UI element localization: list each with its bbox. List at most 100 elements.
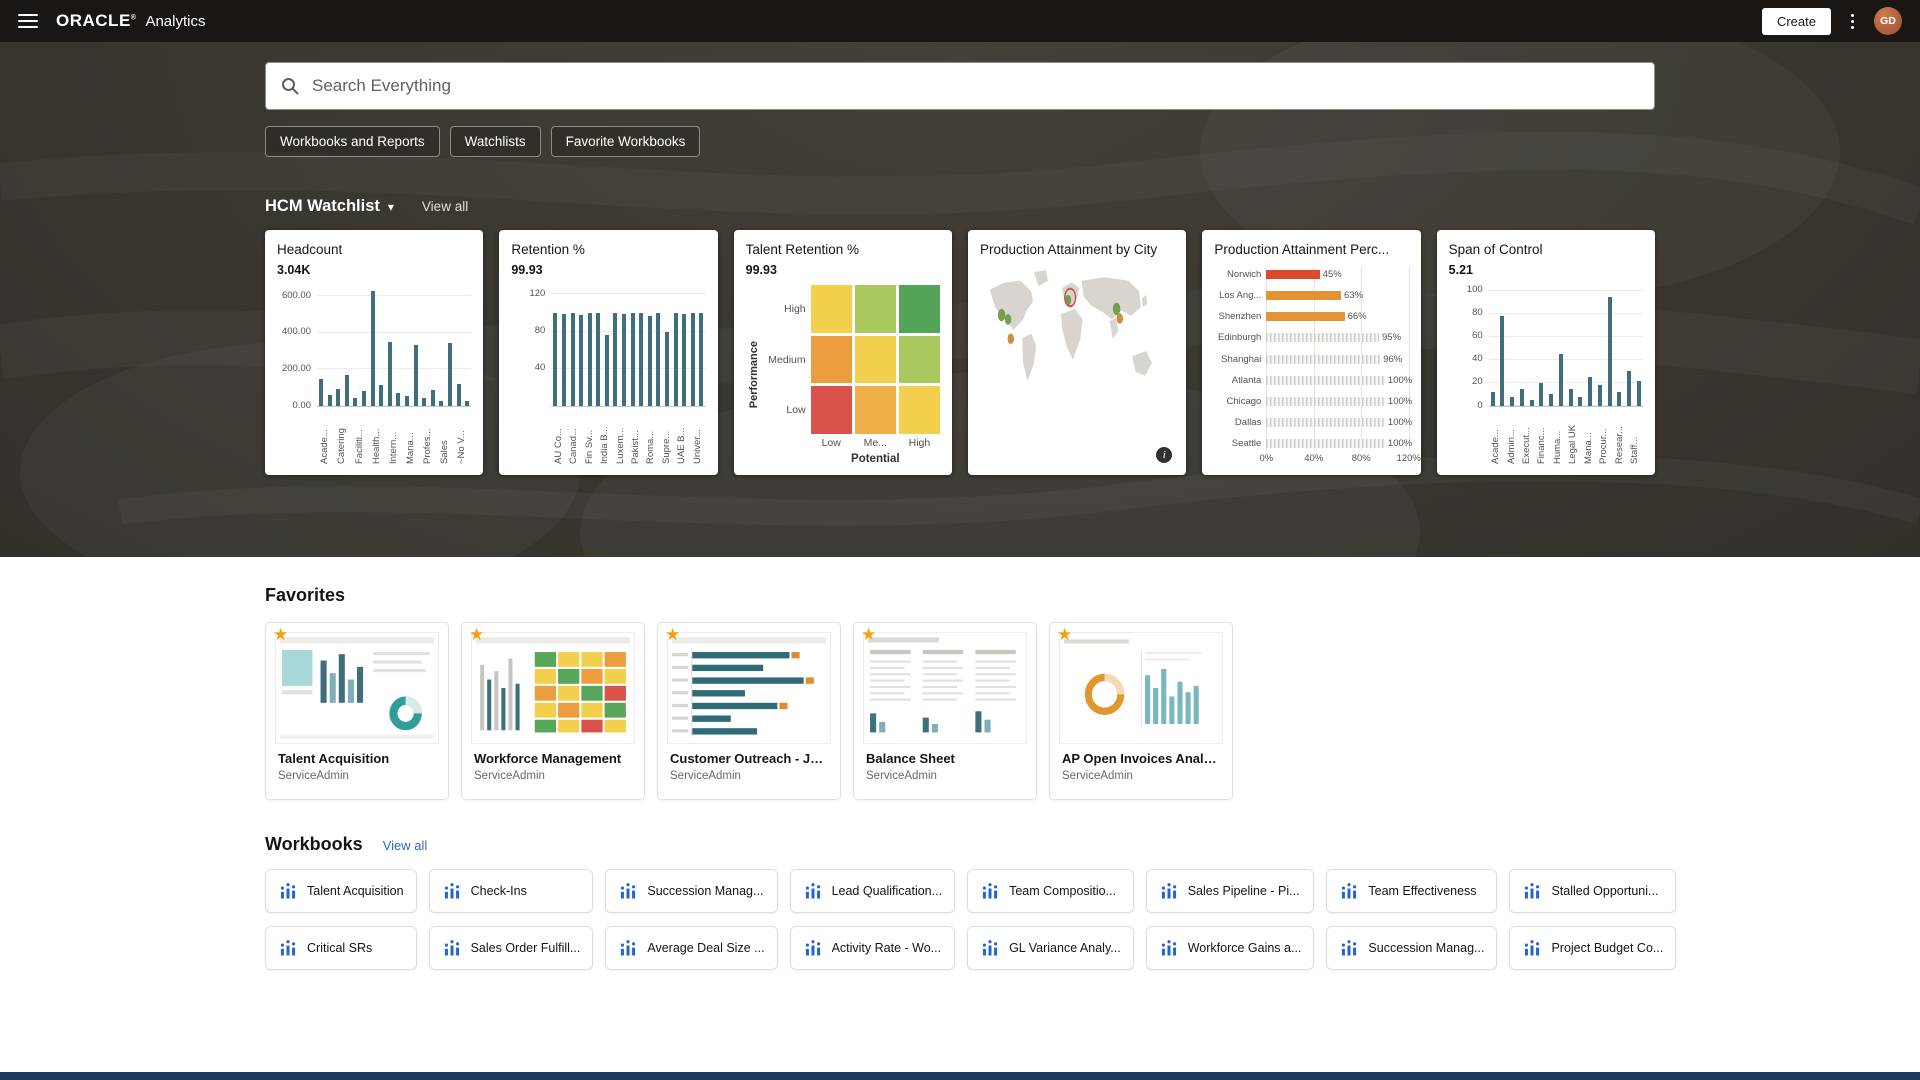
workbook-thumbnail [667,632,831,744]
bar [587,312,592,406]
workbook-tile[interactable]: Lead Qualification... [789,869,956,913]
x-tick-label: Staff... [1630,436,1641,464]
x-tick-label: Acade... [320,429,331,464]
watchlist-card-retention[interactable]: Retention % 99.93 120 80 40 AU Co... Canad..… [499,230,718,475]
workbook-tile[interactable]: Stalled Opportuni... [1509,869,1677,913]
workbook-chart-icon [1522,938,1542,958]
watchlist-card-production-attainment-city[interactable]: Production Attainment by City i [967,230,1187,475]
watchlist-card-production-attainment-perc[interactable]: Production Attainment Perc... Norwich 45%… [1202,230,1421,475]
x-tick-label: 120% [1396,453,1421,464]
bar [1617,392,1622,406]
heatmap: Performance High Medium Low Low Me... High Pote… [746,285,940,465]
favorite-owner: ServiceAdmin [670,770,741,782]
gridline [1408,267,1410,451]
kebab-menu-icon[interactable] [1846,12,1859,31]
gridline [551,367,706,369]
card-kpi: 99.93 [511,263,543,277]
hbar-row: Los Ang... 63% [1214,288,1408,303]
workbook-tile[interactable]: GL Variance Analy... [967,926,1134,970]
search-input[interactable] [265,62,1655,110]
gridline [551,330,706,332]
favorite-card-balance-sheet[interactable]: ★ [853,622,1037,800]
watchlist-card-span-of-control[interactable]: Span of Control 5.21 100 80 60 40 20 0 Acade..… [1436,230,1655,475]
bar [1539,382,1544,406]
bar [1266,312,1345,322]
search-icon [282,78,299,95]
chevron-down-icon[interactable]: ▾ [387,199,394,214]
workbook-tile[interactable]: Critical SRs [265,926,417,970]
bar [596,312,601,406]
menu-icon[interactable] [18,14,38,28]
x-tick-label: Mana... [1583,432,1594,464]
favorite-star-icon[interactable]: ★ [469,625,485,644]
workbook-tile[interactable]: Sales Pipeline - Pi... [1145,869,1315,913]
watchlist-card-talent-retention[interactable]: Talent Retention % 99.93 Performance High… [733,230,952,475]
bar [690,312,695,406]
card-chart: i [980,265,1174,465]
create-button[interactable]: Create [1761,7,1831,35]
workbook-tile[interactable]: Talent Acquisition [265,869,417,913]
favorite-card-talent-acquisition[interactable]: ★ Talent Acquisition [265,622,449,800]
bars [553,285,704,406]
workbook-tile[interactable]: Workforce Gains a... [1145,926,1315,970]
hbar-category-label: Atlanta [1231,374,1262,386]
chip-favorite-workbooks[interactable]: Favorite Workbooks [550,126,701,157]
gridline [317,295,472,296]
hbar-value-label: 45% [1322,269,1342,280]
bar [1266,417,1385,427]
favorite-star-icon[interactable]: ★ [1057,625,1073,644]
workbook-tile[interactable]: Succession Manag... [1326,926,1498,970]
hbar-row: Atlanta 100% [1214,373,1412,388]
favorite-star-icon[interactable]: ★ [273,625,289,644]
workbook-tile-label: Succession Manag... [647,884,764,898]
favorite-card-workforce-management[interactable]: ★ Workforce Management [461,622,645,800]
favorite-owner: ServiceAdmin [474,770,545,782]
card-chart: 600.00 400.00 200.00 0.00 Acade... Catering Fa… [277,285,472,465]
favorite-card-customer-outreach[interactable]: ★ Customer Outreach - Ja [657,622,841,800]
workbooks-view-all-link[interactable]: View all [382,838,428,853]
x-axis-labels: 0% 40% 80% 120% [1259,451,1420,465]
bar [1636,380,1641,406]
horizontal-bar-chart: Norwich 45% Los Ang... 63% Shenzhen 66% Edinbu… [1214,265,1421,465]
x-tick-label: AU Co... [553,428,564,464]
workbook-tile-label: GL Variance Analy... [1009,941,1121,955]
world-map: i [980,265,1174,465]
bar [361,391,366,406]
favorite-card-ap-open-invoices[interactable]: ★ AP Open Invoices Analy [1049,622,1233,800]
bar [561,313,566,406]
avatar[interactable]: GD [1874,7,1902,35]
watchlist-title[interactable]: HCM Watchlist [265,197,380,215]
bar [370,290,375,406]
favorite-star-icon[interactable]: ★ [665,625,681,644]
workbook-tile[interactable]: Check-Ins [428,869,594,913]
x-axis-labels: Acade... Catering Faciliti... Health... Inte… [317,407,471,465]
workbook-tile[interactable]: Team Effectiveness [1326,869,1498,913]
info-icon[interactable]: i [1156,447,1173,463]
workbook-tile[interactable]: Team Compositio... [967,869,1134,913]
bar [1529,400,1534,406]
chip-workbooks-and-reports[interactable]: Workbooks and Reports [265,126,440,157]
workbook-tile[interactable]: Project Budget Co... [1509,926,1677,970]
workbook-tile[interactable]: Activity Rate - Wo... [789,926,956,970]
workbook-chart-icon [278,881,298,901]
x-tick-label: 0% [1259,453,1274,464]
watchlist-view-all-link[interactable]: View all [421,199,469,214]
chip-watchlists[interactable]: Watchlists [449,126,541,157]
workbook-tile[interactable]: Succession Manag... [605,869,778,913]
workbook-chart-icon [278,938,298,958]
workbook-tile[interactable]: Sales Order Fulfill... [428,926,594,970]
hbar-value-label: 100% [1387,395,1413,407]
hbar-value-label: 95% [1382,332,1402,344]
y-tick-label: 100 [1466,284,1483,296]
y-tick-label: 0.00 [292,399,312,411]
favorite-owner: ServiceAdmin [278,770,349,782]
favorite-star-icon[interactable]: ★ [861,625,877,644]
bar [1597,385,1602,406]
bar [570,312,575,406]
y-tick-label: 0 [1477,399,1483,411]
watchlist-card-headcount[interactable]: Headcount 3.04K 600.00 400.00 200.00 0.00 Ac… [265,230,484,475]
gridline [1488,381,1643,383]
workbook-tile[interactable]: Average Deal Size ... [605,926,778,970]
card-chart: 100 80 60 40 20 0 Acade... Admin... Execut... Fin… [1449,285,1643,465]
x-tick-label: Luxem... [615,427,626,464]
